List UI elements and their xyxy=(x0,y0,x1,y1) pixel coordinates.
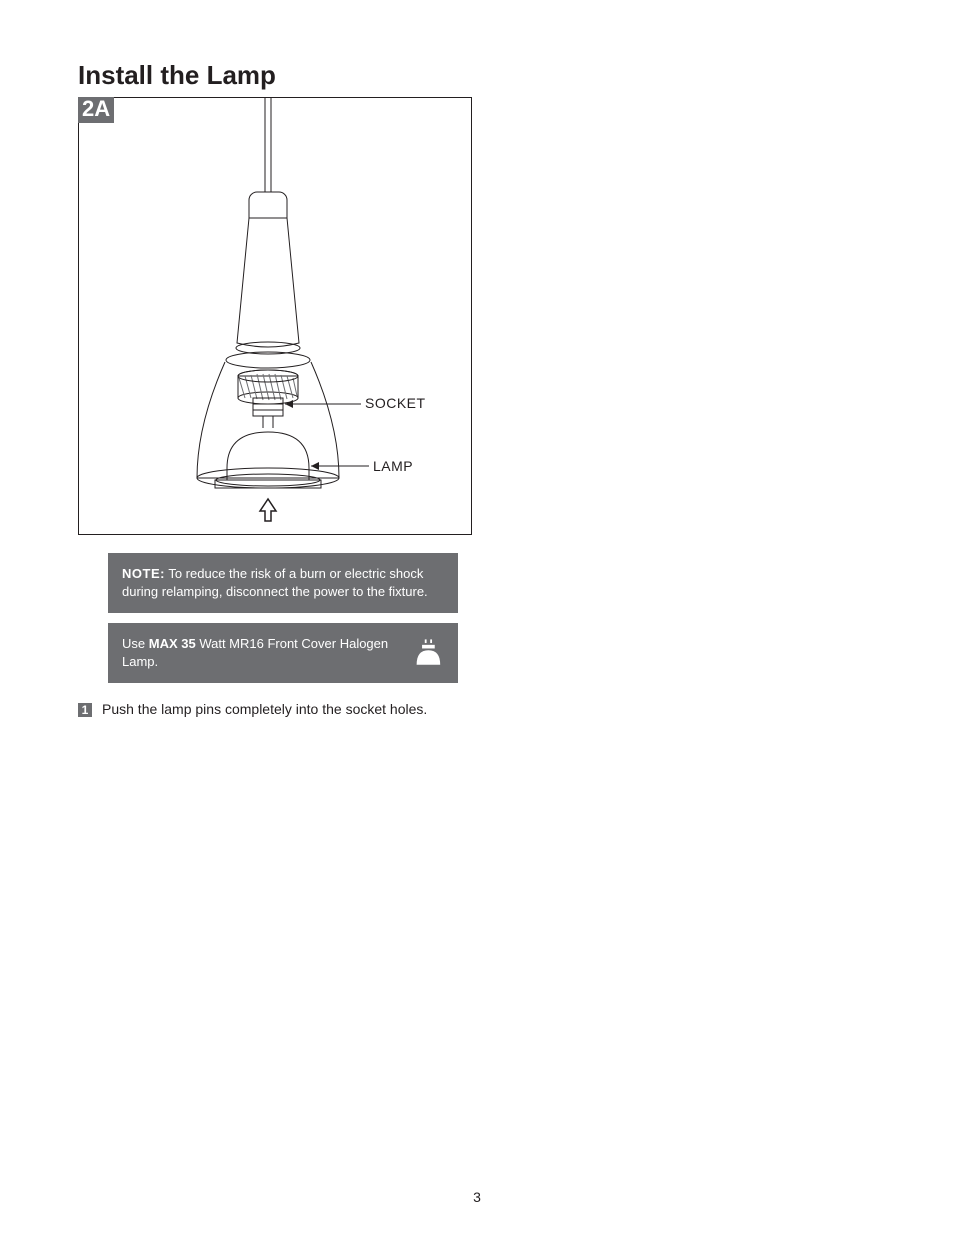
socket-ring xyxy=(238,370,298,404)
note-text: To reduce the risk of a burn or electric… xyxy=(122,566,428,599)
label-socket: SOCKET xyxy=(365,395,426,411)
step-number: 1 xyxy=(78,703,92,717)
page-number: 3 xyxy=(0,1189,954,1205)
bulb-icon xyxy=(413,636,444,670)
page-title: Install the Lamp xyxy=(78,60,876,91)
up-arrow-icon xyxy=(260,499,276,521)
note-box: NOTE: To reduce the risk of a burn or el… xyxy=(108,553,458,613)
label-lamp: LAMP xyxy=(373,458,413,474)
instruction-1: 1 Push the lamp pins completely into the… xyxy=(78,701,876,717)
lamp-spec-box: Use MAX 35 Watt MR16 Front Cover Halogen… xyxy=(108,623,458,683)
step-text: Push the lamp pins completely into the s… xyxy=(102,701,427,717)
lamp-spec-text: Use MAX 35 Watt MR16 Front Cover Halogen… xyxy=(122,635,399,671)
figure-2a: 2A xyxy=(78,97,472,535)
note-prefix: NOTE: xyxy=(122,566,165,581)
